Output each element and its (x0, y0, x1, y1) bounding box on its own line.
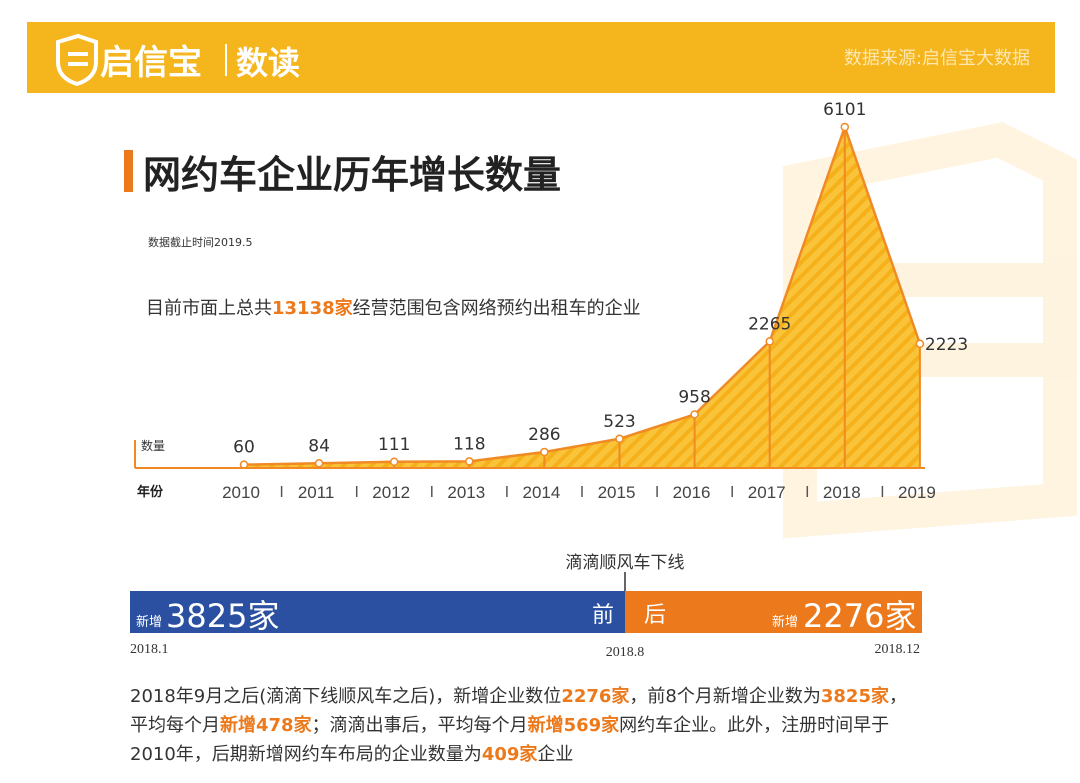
x-tick-label: 2018 (823, 483, 861, 502)
summary: 目前市面上总共13138家经营范围包含网络预约出租车的企业 (146, 297, 641, 319)
point (465, 457, 474, 466)
value-label: 523 (603, 412, 635, 432)
note: 数据截止时间2019.5 (148, 235, 253, 249)
paragraph-text: ，前8个月新增企业数为 (629, 686, 820, 707)
point (840, 122, 850, 132)
after-tag: 后 (644, 603, 666, 628)
after-amount: 2276家 (803, 597, 916, 635)
paragraph-text: 网约车企业。此外，注册时间早于 (619, 715, 889, 736)
value-label: 2265 (748, 314, 791, 334)
paragraph: 2018年9月之后(滴滴下线顺风车之后)，新增企业数位2276家，前8个月新增企… (130, 685, 907, 765)
event-label: 滴滴顺风车下线 (566, 553, 685, 573)
paragraph-line: 平均每个月新增478家；滴滴出事后，平均每个月新增569家网约车企业。此外，注册… (130, 714, 889, 736)
point (915, 339, 925, 349)
point (389, 457, 399, 467)
point (540, 447, 549, 457)
brand: 启信宝 (100, 43, 202, 83)
highlight: 新增478家 (220, 714, 313, 736)
x-tick-label: 2016 (673, 483, 711, 502)
point (314, 459, 324, 468)
x-tick-label: 2012 (372, 483, 410, 502)
highlight: 2276家 (561, 685, 630, 707)
paragraph-text: 2010年，后期新增网约车布局的企业数量为 (130, 744, 482, 765)
area (244, 127, 920, 468)
date: 2018.8 (606, 645, 645, 660)
logo-icon (56, 33, 98, 87)
x-tick-label: 2015 (598, 483, 636, 502)
date: 2018.1 (130, 642, 169, 657)
date: 2018.12 (875, 642, 921, 657)
paragraph-line: 2018年9月之后(滴滴下线顺风车之后)，新增企业数位2276家，前8个月新增企… (130, 685, 907, 707)
summary-text: 目前市面上总共 (146, 298, 272, 319)
point (765, 337, 774, 346)
line (243, 123, 922, 466)
chart-title: 网约车企业历年增长数量 (143, 153, 561, 197)
after-bar (625, 591, 922, 633)
before-bar (130, 591, 625, 633)
paragraph-text: 企业 (537, 744, 573, 765)
highlight: 3825家 (821, 685, 890, 707)
value-label: 118 (453, 434, 485, 454)
after-prefix: 新增 (772, 614, 798, 630)
value-label: 286 (528, 425, 560, 445)
point (615, 434, 624, 444)
source: 数据来源:启信宝大数据 (844, 48, 1030, 69)
paragraph-text: 平均每个月 (130, 715, 220, 736)
value-label: 2223 (925, 335, 968, 355)
x-tick-label: 2010 (222, 483, 260, 502)
highlight: 新增569家 (528, 714, 621, 736)
paragraph-text: ；滴滴出事后，平均每个月 (312, 715, 528, 736)
section: 数读 (236, 44, 300, 82)
value-label: 111 (378, 435, 410, 455)
paragraph-text: ， (889, 686, 907, 707)
header-band (27, 22, 1055, 93)
x-tick-label: 2017 (748, 483, 786, 502)
y-axis-label: 数量 (141, 438, 165, 453)
title-marker (124, 150, 133, 192)
highlight: 13138家 (272, 297, 354, 319)
before-amount: 3825家 (166, 597, 279, 635)
value-label: 84 (308, 436, 330, 456)
x-tick-label: 2013 (447, 483, 485, 502)
value-label: 958 (678, 387, 710, 407)
highlight: 409家 (482, 743, 539, 765)
x-tick-label: 2011 (298, 483, 335, 502)
value-label: 60 (233, 438, 255, 458)
x-tick-label: 2019 (898, 483, 936, 502)
value-label: 6101 (823, 100, 866, 120)
summary-text: 经营范围包含网络预约出租车的企业 (353, 298, 641, 319)
point (690, 410, 699, 419)
x-tick-label: 2014 (522, 483, 560, 502)
paragraph-text: 2018年9月之后(滴滴下线顺风车之后)，新增企业数位 (130, 686, 561, 707)
before-prefix: 新增 (136, 614, 162, 630)
x-axis-label: 年份 (137, 484, 164, 500)
paragraph-line: 2010年，后期新增网约车布局的企业数量为409家企业 (130, 743, 573, 765)
before-tag: 前 (592, 603, 614, 628)
